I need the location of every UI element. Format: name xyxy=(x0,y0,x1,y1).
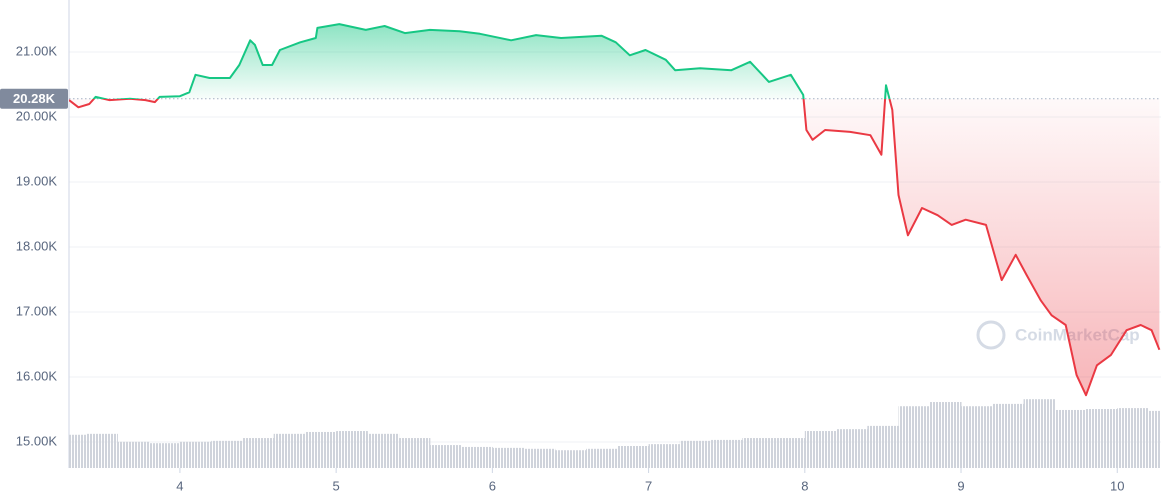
volume-bar xyxy=(179,441,212,468)
volume-bar xyxy=(867,425,900,468)
x-tick-label: 9 xyxy=(957,478,964,493)
volume-bar xyxy=(554,450,587,468)
volume-bar xyxy=(429,445,462,468)
volume-bar xyxy=(586,448,618,468)
volume-bar xyxy=(148,443,181,468)
volume-bar xyxy=(367,433,400,468)
volume-bar xyxy=(961,406,993,468)
volume-bar xyxy=(1148,410,1161,468)
volume-bar xyxy=(304,431,337,468)
y-tick-label: 16.00K xyxy=(16,368,58,383)
x-tick-label: 4 xyxy=(176,478,183,493)
volume-bar xyxy=(1086,409,1118,468)
y-tick-label: 20.00K xyxy=(16,108,58,123)
x-tick-label: 10 xyxy=(1110,478,1124,493)
watermark-logo xyxy=(976,320,1006,350)
baseline-label-box xyxy=(0,88,68,109)
price-line xyxy=(69,23,1161,397)
volume-bar xyxy=(773,438,806,468)
volume-bar xyxy=(1054,409,1087,468)
y-tick-label: 19.00K xyxy=(16,173,58,188)
volume-bar xyxy=(617,446,650,468)
volume-bar xyxy=(211,440,243,468)
volume-bar xyxy=(648,444,681,468)
volume-bar xyxy=(804,431,837,468)
volume-bar xyxy=(898,406,931,468)
x-tick-label: 5 xyxy=(333,478,340,493)
y-tick-label: 21.00K xyxy=(16,43,58,58)
price-area xyxy=(69,24,1160,396)
y-tick-label: 15.00K xyxy=(16,433,58,448)
volume-bar xyxy=(992,403,1025,468)
volume-bar xyxy=(523,448,556,468)
volume-bar xyxy=(336,431,368,468)
volume-bar xyxy=(742,438,775,468)
volume-bar xyxy=(492,447,525,468)
volume-bar xyxy=(273,433,306,468)
y-tick-label: 17.00K xyxy=(16,303,58,318)
volume-bar xyxy=(836,429,868,468)
volume-bar xyxy=(461,446,493,468)
volume-bar xyxy=(398,438,431,468)
baseline-label: 20.28K xyxy=(13,91,56,106)
x-tick-label: 6 xyxy=(489,478,496,493)
volume-bar xyxy=(86,433,118,468)
volume-bar xyxy=(242,438,275,468)
volume-bar xyxy=(1117,408,1150,468)
y-tick-label: 18.00K xyxy=(16,238,58,253)
volume-bar xyxy=(929,402,962,468)
volume-bar xyxy=(711,439,743,468)
x-tick-label: 8 xyxy=(801,478,808,493)
plot-area: CoinMarketCap xyxy=(69,23,1161,468)
x-tick-label: 7 xyxy=(645,478,652,493)
volume-bar xyxy=(679,440,712,468)
volume-bar xyxy=(117,441,150,468)
volume-bar xyxy=(1023,399,1056,468)
volume-bar xyxy=(69,434,87,468)
